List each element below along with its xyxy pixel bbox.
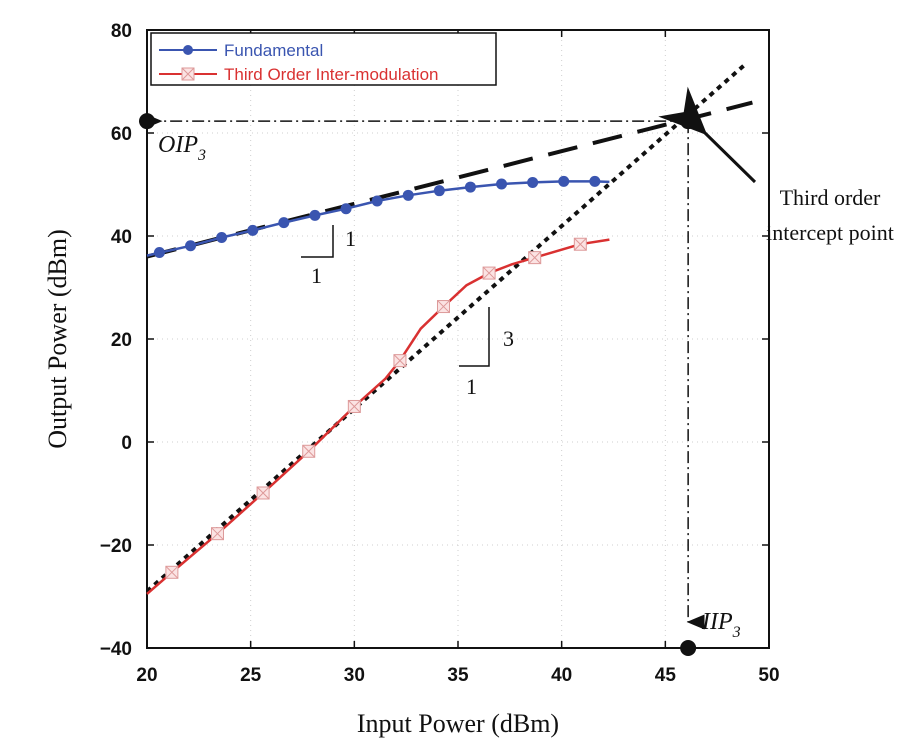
data-point-fundamental bbox=[309, 209, 321, 221]
axis-ticks: 20 25 30 35 40 45 50 −40 −20 0 20 40 60 80 bbox=[100, 21, 780, 686]
slope-triangle-im3 bbox=[459, 307, 490, 367]
grid bbox=[147, 30, 769, 648]
intercept-callout-arrow bbox=[658, 86, 757, 184]
intercept-point bbox=[680, 113, 697, 130]
data-point-im3 bbox=[482, 266, 496, 280]
slope-im3-rise-label: 3 bbox=[503, 326, 514, 351]
legend-label-fundamental: Fundamental bbox=[224, 41, 323, 60]
data-point-im3 bbox=[165, 565, 179, 579]
data-point-fundamental bbox=[496, 178, 508, 190]
data-point-fundamental bbox=[464, 181, 476, 193]
y-axis-title: Output Power (dBm) bbox=[43, 229, 72, 449]
legend-box bbox=[150, 32, 497, 86]
x-tick-label: 20 bbox=[136, 665, 157, 686]
x-tick-label: 50 bbox=[758, 665, 779, 686]
data-point-im3 bbox=[347, 399, 361, 413]
data-point-fundamental bbox=[402, 189, 414, 201]
y-tick-label: 40 bbox=[111, 227, 132, 248]
y-tick-label: 0 bbox=[121, 433, 132, 454]
data-point-im3 bbox=[436, 300, 450, 314]
data-point-fundamental bbox=[185, 240, 197, 252]
y-tick-label: −20 bbox=[100, 536, 132, 557]
legend-label-im3: Third Order Inter-modulation bbox=[224, 65, 438, 84]
oip3-label: OIP3 bbox=[158, 132, 206, 164]
data-point-fundamental bbox=[558, 175, 570, 187]
data-point-fundamental bbox=[433, 185, 445, 197]
series bbox=[146, 175, 610, 595]
data-point-fundamental bbox=[527, 176, 539, 188]
extrapolation-line-im3 bbox=[147, 61, 748, 593]
iip3-point bbox=[680, 640, 697, 656]
data-point-fundamental bbox=[216, 232, 228, 244]
x-axis-title: Input Power (dBm) bbox=[357, 709, 559, 738]
legend-marker-fundamental bbox=[183, 45, 193, 55]
iip3-label: IIP3 bbox=[701, 609, 741, 641]
intercept-callout-line1: Third order bbox=[780, 185, 881, 210]
series-line-fundamental bbox=[146, 180, 610, 257]
x-tick-label: 35 bbox=[447, 665, 469, 686]
series-line-im3 bbox=[146, 238, 610, 595]
y-tick-label: 60 bbox=[111, 124, 132, 145]
slope-triangle-fundamental bbox=[301, 225, 334, 258]
x-tick-label: 30 bbox=[344, 665, 365, 686]
legend-marker-im3 bbox=[181, 67, 195, 81]
x-tick-label: 40 bbox=[551, 665, 572, 686]
x-tick-label: 45 bbox=[655, 665, 677, 686]
data-point-im3 bbox=[302, 444, 316, 458]
data-point-fundamental bbox=[278, 217, 290, 229]
data-point-fundamental bbox=[371, 195, 383, 207]
slope-fund-rise-label: 1 bbox=[345, 226, 356, 251]
data-point-im3 bbox=[528, 251, 542, 265]
oip3-point bbox=[139, 113, 155, 130]
data-point-im3 bbox=[573, 237, 587, 251]
data-point-fundamental bbox=[589, 175, 601, 187]
data-point-fundamental bbox=[153, 246, 165, 258]
legend: Fundamental Third Order Inter-modulation bbox=[150, 32, 497, 86]
slope-fund-run-label: 1 bbox=[311, 263, 322, 288]
extrapolation-lines bbox=[147, 61, 753, 593]
data-point-fundamental bbox=[340, 203, 352, 215]
intercept-callout-line2: intercept point bbox=[766, 220, 894, 245]
y-tick-label: 20 bbox=[111, 330, 132, 351]
data-point-im3 bbox=[256, 486, 270, 500]
x-tick-label: 25 bbox=[240, 665, 262, 686]
y-tick-label: −40 bbox=[100, 639, 132, 660]
y-tick-label: 80 bbox=[111, 21, 132, 42]
slope-im3-run-label: 1 bbox=[466, 374, 477, 399]
data-point-im3 bbox=[393, 354, 407, 368]
data-point-im3 bbox=[210, 527, 224, 541]
data-point-fundamental bbox=[247, 224, 259, 236]
